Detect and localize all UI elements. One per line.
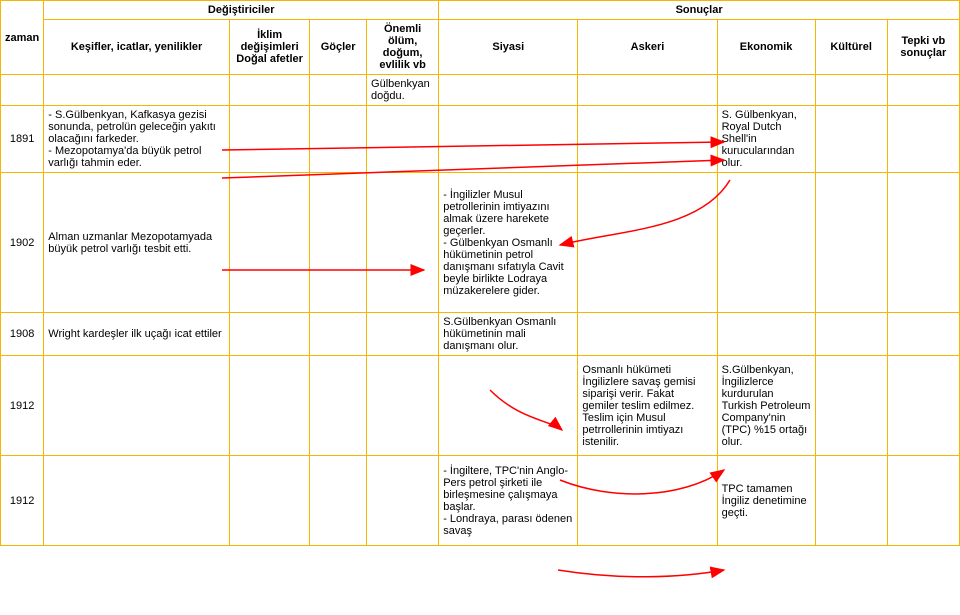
header-askeri: Askeri: [578, 20, 717, 75]
cell-kesif-1891: - S.Gülbenkyan, Kafkasya gezisi sonunda,…: [44, 106, 230, 173]
header-onem: Önemli ölüm, doğum, evlilik vb: [367, 20, 439, 75]
cell-year-1912b: 1912: [1, 456, 44, 546]
table-row: Gülbenkyan doğdu.: [1, 75, 960, 106]
header-kulturel: Kültürel: [815, 20, 887, 75]
cell-kesif-1908: Wright kardeşler ilk uçağı icat ettiler: [44, 313, 230, 356]
cell-onem-0: Gülbenkyan doğdu.: [367, 75, 439, 106]
cell-siyasi-1902: - İngilizler Musul petrollerinin imtiyaz…: [439, 173, 578, 313]
table-row: 1912 - İngiltere, TPC'nin Anglo-Pers pet…: [1, 456, 960, 546]
header-group-left: Değiştiriciler: [44, 1, 439, 20]
header-tepki: Tepki vb sonuçlar: [887, 20, 959, 75]
table-row: 1902 Alman uzmanlar Mezopotamyada büyük …: [1, 173, 960, 313]
header-group-right: Sonuçlar: [439, 1, 960, 20]
table-row: 1912 Osmanlı hükümeti İngilizlere savaş …: [1, 356, 960, 456]
header-ekonomik: Ekonomik: [717, 20, 815, 75]
cell-year-1891: 1891: [1, 106, 44, 173]
header-zaman: zaman: [1, 1, 44, 75]
cell-siyasi-1912b: - İngiltere, TPC'nin Anglo-Pers petrol ş…: [439, 456, 578, 546]
cell-ekonomik-1912b: TPC tamamen İngiliz denetimine geçti.: [717, 456, 815, 546]
cell-kesif-1902: Alman uzmanlar Mezopotamyada büyük petro…: [44, 173, 230, 313]
header-goc: Göçler: [310, 20, 367, 75]
header-kesif: Keşifler, icatlar, yenilikler: [44, 20, 230, 75]
cell-ekonomik-1891: S. Gülbenkyan, Royal Dutch Shell'in kuru…: [717, 106, 815, 173]
table-row: 1908 Wright kardeşler ilk uçağı icat ett…: [1, 313, 960, 356]
cell-year-1912a: 1912: [1, 356, 44, 456]
table-row: 1891 - S.Gülbenkyan, Kafkasya gezisi son…: [1, 106, 960, 173]
cell-year-1908: 1908: [1, 313, 44, 356]
cell-year-1902: 1902: [1, 173, 44, 313]
cell-askeri-1912: Osmanlı hükümeti İngilizlere savaş gemis…: [578, 356, 717, 456]
header-iklim: İklim değişimleri Doğal afetler: [229, 20, 309, 75]
cell-siyasi-1908: S.Gülbenkyan Osmanlı hükümetinin mali da…: [439, 313, 578, 356]
cell-ekonomik-1912: S.Gülbenkyan, İngilizlerce kurdurulan Tu…: [717, 356, 815, 456]
header-siyasi: Siyasi: [439, 20, 578, 75]
timeline-table: zaman Değiştiriciler Sonuçlar Keşifler, …: [0, 0, 960, 546]
